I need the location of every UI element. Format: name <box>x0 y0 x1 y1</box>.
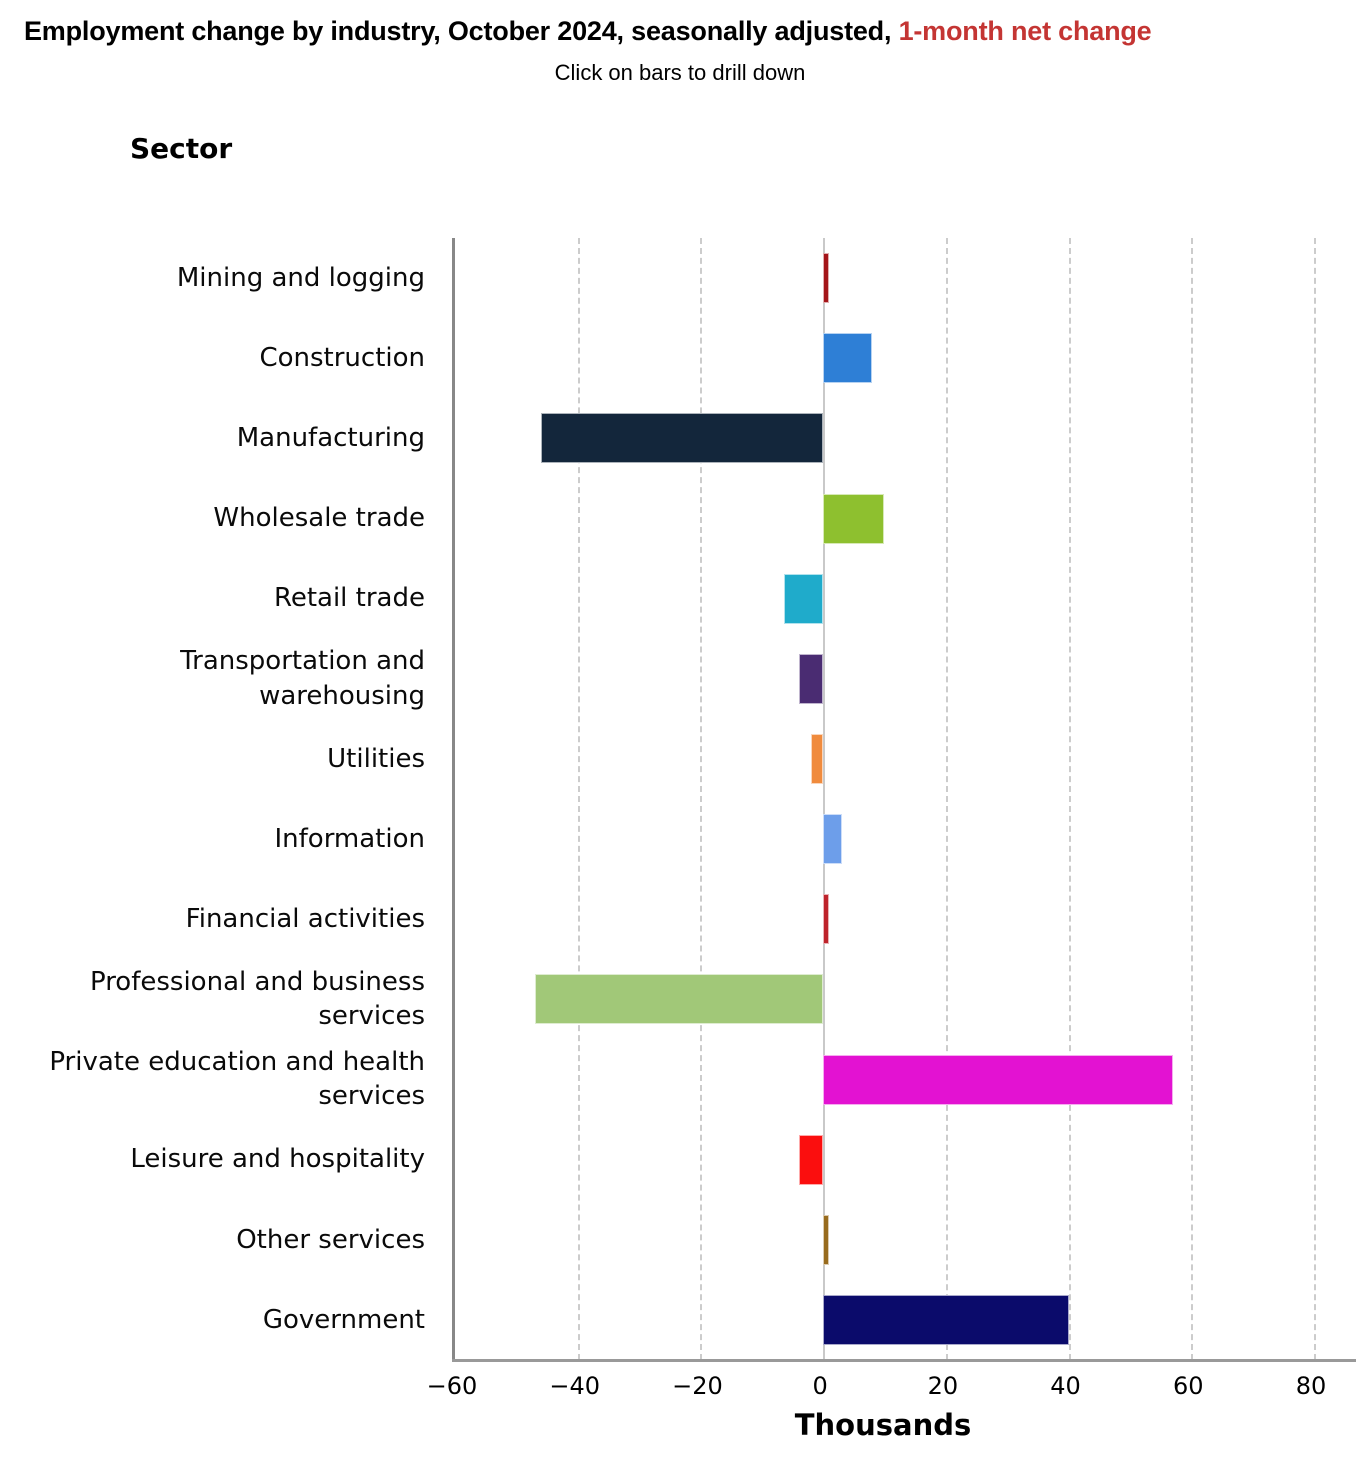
bar-retail-trade[interactable] <box>783 573 824 624</box>
x-tick-label: 0 <box>812 1372 828 1400</box>
bar-wholesale-trade[interactable] <box>823 493 885 544</box>
chart-title-highlight: 1-month net change <box>898 16 1152 46</box>
category-label-mining-and-logging: Mining and logging <box>176 262 425 293</box>
bar-transportation-and-warehousing[interactable] <box>798 653 824 704</box>
category-label-other-services: Other services <box>236 1224 425 1255</box>
bar-leisure-and-hospitality[interactable] <box>798 1134 824 1185</box>
category-label-information: Information <box>274 823 425 854</box>
category-label-utilities: Utilities <box>327 743 425 774</box>
category-label-manufacturing: Manufacturing <box>236 423 425 454</box>
chart-title-main: Employment change by industry, October 2… <box>24 16 899 46</box>
bar-information[interactable] <box>823 814 842 865</box>
category-label-leisure-and-hospitality: Leisure and hospitality <box>130 1144 425 1175</box>
grid-line <box>1191 238 1194 1360</box>
y-axis-labels: Mining and logging Construction Manufactur… <box>25 238 425 1360</box>
bar-private-education-and-health-services[interactable] <box>823 1054 1173 1105</box>
bar-financial-activities[interactable] <box>823 894 830 945</box>
bar-professional-and-business-services[interactable] <box>534 974 824 1025</box>
x-axis-title: Thousands <box>794 1408 972 1442</box>
x-tick-label: −40 <box>549 1372 601 1400</box>
bar-government[interactable] <box>823 1294 1069 1345</box>
x-tick-label: 20 <box>927 1372 959 1400</box>
category-label-wholesale-trade: Wholesale trade <box>213 503 425 534</box>
bar-construction[interactable] <box>823 333 873 384</box>
bar-manufacturing[interactable] <box>540 413 824 464</box>
chart-title: Employment change by industry, October 2… <box>24 16 1152 47</box>
x-tick-label: −20 <box>672 1372 723 1400</box>
grid-line <box>1068 238 1071 1360</box>
y-axis-title: Sector <box>130 132 233 165</box>
grid-line <box>945 238 948 1360</box>
grid-line <box>700 238 703 1360</box>
x-tick-label: 60 <box>1173 1372 1204 1400</box>
grid-line <box>577 238 580 1360</box>
category-label-government: Government <box>262 1304 425 1335</box>
category-label-financial-activities: Financial activities <box>185 904 425 935</box>
x-tick-label: 40 <box>1050 1372 1081 1400</box>
chart-subtitle: Click on bars to drill down <box>554 60 806 85</box>
bar-utilities[interactable] <box>810 733 824 784</box>
category-label-professional-and-business-services: Professional and business services <box>89 967 425 1032</box>
category-label-private-education-and-health-services: Private education and health services <box>49 1047 425 1112</box>
bar-mining-and-logging[interactable] <box>823 253 830 304</box>
bar-other-services[interactable] <box>823 1214 830 1265</box>
x-tick-label: 80 <box>1295 1372 1327 1400</box>
category-label-construction: Construction <box>259 343 425 374</box>
x-tick-label: −60 <box>426 1372 478 1400</box>
grid-line <box>1314 238 1316 1360</box>
zero-line <box>823 238 826 1360</box>
x-axis-line <box>452 1359 1356 1362</box>
plot-area <box>452 238 1316 1360</box>
x-axis-ticks: −60 −40 −20 0 20 40 60 80 <box>427 1372 1327 1404</box>
category-label-retail-trade: Retail trade <box>273 583 425 614</box>
category-label-transportation-and-warehousing: Transportation and warehousing <box>180 646 425 711</box>
